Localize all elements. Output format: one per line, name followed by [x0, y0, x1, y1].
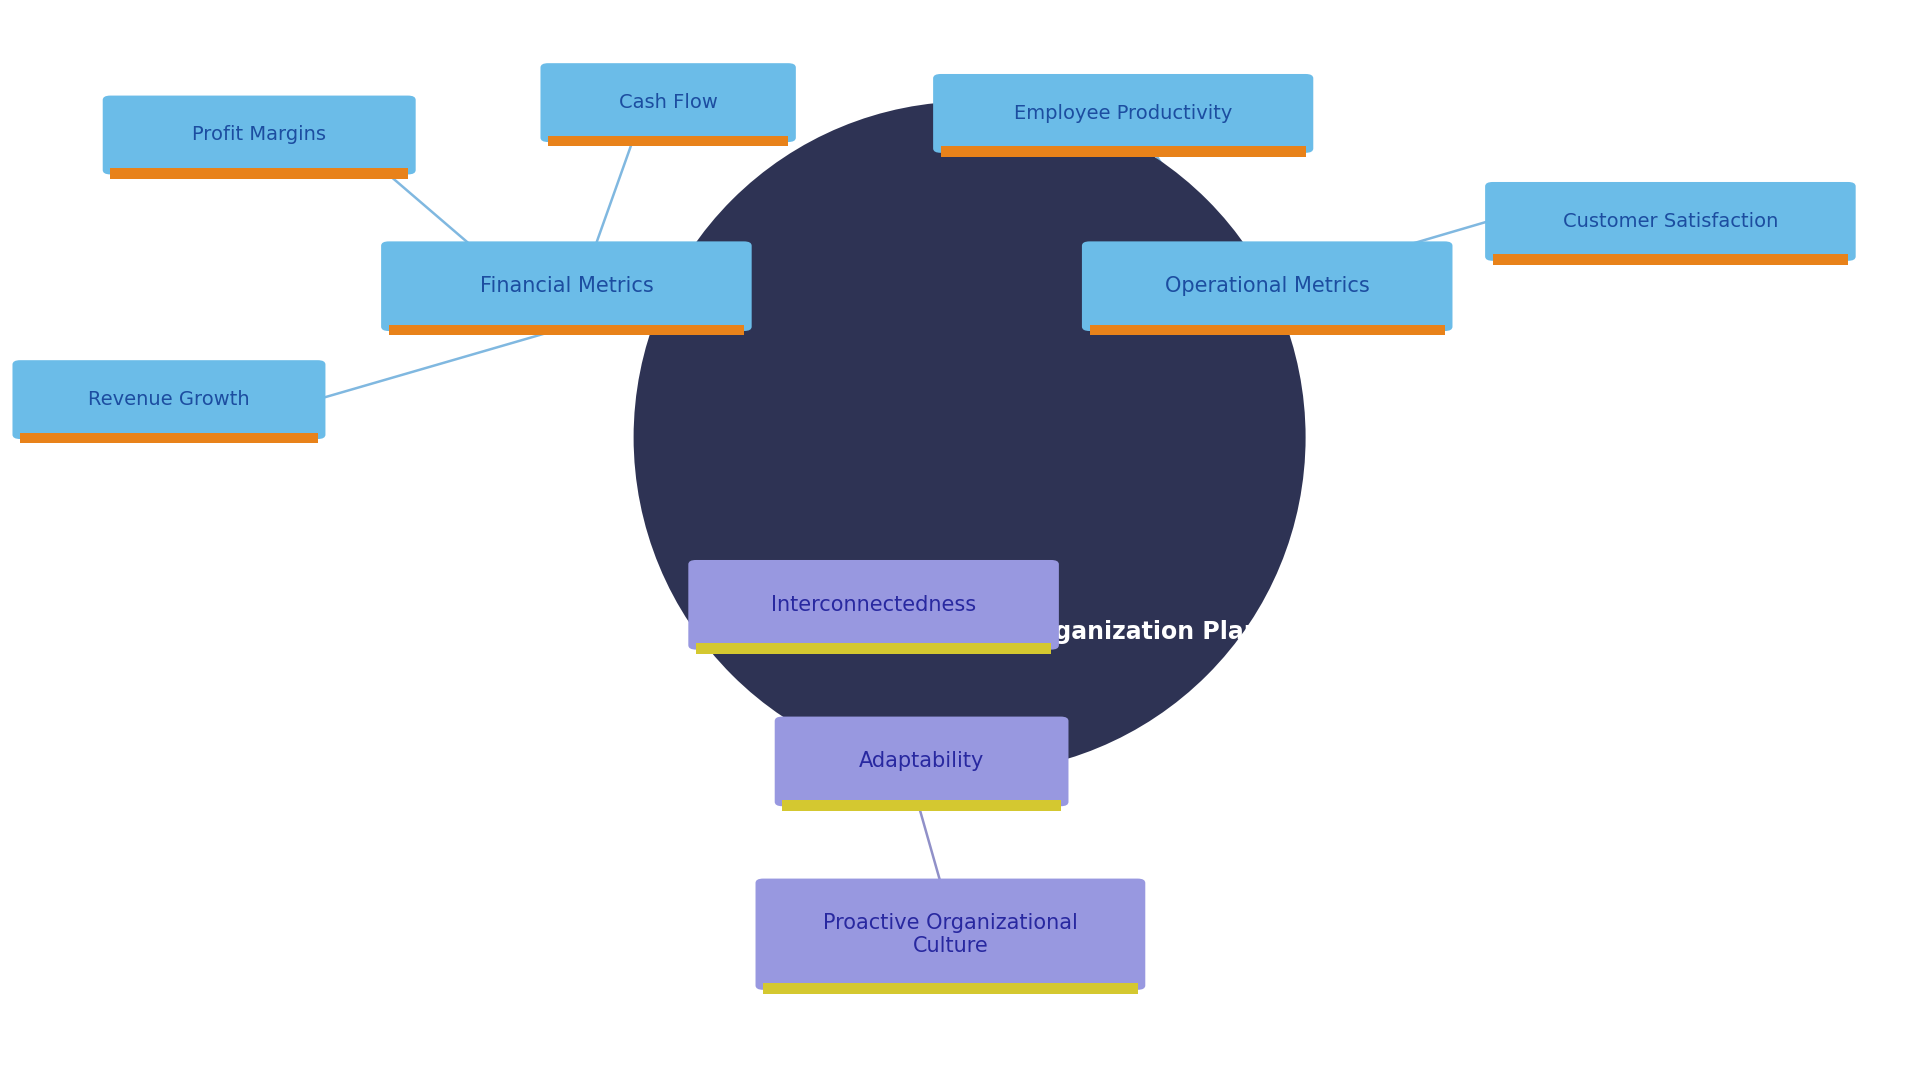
FancyBboxPatch shape	[697, 643, 1052, 653]
FancyBboxPatch shape	[380, 241, 751, 330]
Text: Operational Metrics: Operational Metrics	[1165, 276, 1369, 296]
FancyBboxPatch shape	[941, 146, 1306, 157]
FancyBboxPatch shape	[19, 432, 317, 443]
FancyBboxPatch shape	[755, 879, 1144, 989]
Text: Proactive Organizational
Culture: Proactive Organizational Culture	[824, 913, 1077, 956]
FancyBboxPatch shape	[541, 63, 795, 141]
Text: Profit Margins: Profit Margins	[192, 125, 326, 145]
FancyBboxPatch shape	[104, 96, 417, 174]
FancyBboxPatch shape	[933, 73, 1313, 152]
FancyBboxPatch shape	[783, 799, 1060, 810]
FancyBboxPatch shape	[1486, 181, 1855, 260]
FancyBboxPatch shape	[774, 717, 1068, 806]
Text: Employee Productivity: Employee Productivity	[1014, 104, 1233, 123]
Text: Adaptability: Adaptability	[858, 752, 985, 771]
FancyBboxPatch shape	[762, 983, 1137, 994]
Text: Customer Satisfaction: Customer Satisfaction	[1563, 212, 1778, 231]
FancyBboxPatch shape	[388, 324, 743, 335]
Text: Interconnectedness: Interconnectedness	[772, 595, 975, 615]
FancyBboxPatch shape	[1083, 241, 1452, 330]
Text: Revenue Growth: Revenue Growth	[88, 390, 250, 409]
FancyBboxPatch shape	[111, 167, 409, 178]
Text: KPIs for Reorganization Plans: KPIs for Reorganization Plans	[879, 620, 1275, 644]
Text: Financial Metrics: Financial Metrics	[480, 276, 653, 296]
FancyBboxPatch shape	[1494, 254, 1847, 265]
FancyBboxPatch shape	[1089, 324, 1444, 335]
FancyBboxPatch shape	[12, 360, 324, 438]
FancyBboxPatch shape	[549, 135, 787, 146]
Ellipse shape	[634, 102, 1306, 773]
FancyBboxPatch shape	[689, 559, 1060, 649]
Text: Cash Flow: Cash Flow	[618, 93, 718, 112]
